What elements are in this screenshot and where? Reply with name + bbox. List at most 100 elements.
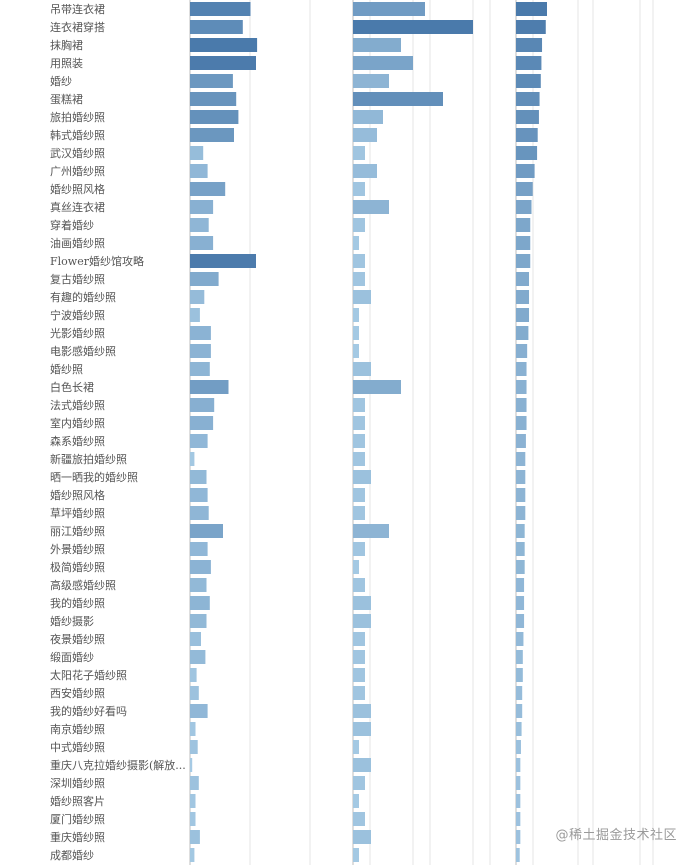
panel-1-bar xyxy=(190,308,200,322)
panel-2-bar xyxy=(353,542,365,556)
category-label: 新疆旅拍婚纱照 xyxy=(50,452,127,466)
panel-2-bar xyxy=(353,128,377,142)
panel-2-bar xyxy=(353,524,389,538)
panel-1-bar xyxy=(190,686,199,700)
panel-1-bar xyxy=(190,398,215,412)
panel-1-bar xyxy=(190,650,206,664)
panel-3-bar xyxy=(516,632,524,646)
category-label: 有趣的婚纱照 xyxy=(50,290,116,304)
panel-3-bar xyxy=(516,722,522,736)
category-label: 极简婚纱照 xyxy=(50,560,105,574)
panel-3-bar xyxy=(516,362,527,376)
panel-2-bar xyxy=(353,704,371,718)
panel-3-bar xyxy=(516,614,525,628)
panel-2-bar xyxy=(353,236,359,250)
panel-1-bar xyxy=(190,362,210,376)
category-label: 穿着婚纱 xyxy=(50,218,94,232)
category-label: 太阳花子婚纱照 xyxy=(50,668,127,682)
panel-1-bar xyxy=(190,416,214,430)
category-label: 晒一晒我的婚纱照 xyxy=(50,470,138,484)
category-label: 婚纱照风格 xyxy=(50,182,105,196)
category-label: 高级感婚纱照 xyxy=(50,578,116,592)
panel-2-bar xyxy=(353,794,359,808)
category-label: 用照装 xyxy=(50,57,83,70)
panel-3-bar xyxy=(516,146,538,160)
panel-3-bar xyxy=(516,560,525,574)
panel-3-bar xyxy=(516,344,528,358)
panel-1-bar xyxy=(190,128,234,142)
category-label: 夜景婚纱照 xyxy=(50,632,105,646)
panel-3-bar xyxy=(516,92,540,106)
panel-3-bar xyxy=(516,290,530,304)
category-label: 室内婚纱照 xyxy=(50,416,105,430)
panel-2-bar xyxy=(353,830,371,844)
category-label: 婚纱照客片 xyxy=(50,794,105,808)
panel-1-bar xyxy=(190,20,243,34)
category-label: 蛋糕裙 xyxy=(50,92,83,106)
category-label: 吊带连衣裙 xyxy=(50,2,105,16)
panel-3-bar xyxy=(516,128,538,142)
panel-3-bar xyxy=(516,74,541,88)
watermark: @稀土掘金技术社区 xyxy=(555,828,677,843)
panel-2-bar xyxy=(353,200,389,214)
panel-2-bar xyxy=(353,254,365,268)
panel-2-bar xyxy=(353,38,401,52)
panel-3-bar xyxy=(516,164,535,178)
panel-2-bar xyxy=(353,362,371,376)
panel-3-bar xyxy=(516,578,525,592)
category-label: 油画婚纱照 xyxy=(50,236,105,250)
panel-3-bar xyxy=(516,398,527,412)
category-label: 婚纱照风格 xyxy=(50,488,105,502)
category-label: 中式婚纱照 xyxy=(50,740,105,754)
panel-3-bar xyxy=(516,704,523,718)
panel-1-bar xyxy=(190,488,208,502)
panel-2-bar xyxy=(353,326,359,340)
panel-3-bar xyxy=(516,506,526,520)
category-label: 光影婚纱照 xyxy=(50,326,105,340)
category-label: 我的婚纱好看吗 xyxy=(50,704,127,718)
category-label: 旅拍婚纱照 xyxy=(50,110,105,124)
panel-2-bar xyxy=(353,146,365,160)
panel-1-bar xyxy=(190,704,208,718)
panel-1-bar xyxy=(190,326,211,340)
panel-3-bar xyxy=(516,542,525,556)
panel-3-bar xyxy=(516,272,530,286)
panel-1-bar xyxy=(190,560,211,574)
panel-2-bar xyxy=(353,668,365,682)
panel-3-bar xyxy=(516,110,539,124)
panel-3-bar xyxy=(516,524,525,538)
panel-1-bar xyxy=(190,848,195,862)
panel-3-bar xyxy=(516,182,533,196)
panel-2-bar xyxy=(353,578,365,592)
panel-2-bar xyxy=(353,344,359,358)
category-label: 重庆八克拉婚纱摄影(解放... xyxy=(50,758,186,772)
panel-2-bar xyxy=(353,290,371,304)
panel-1-bar xyxy=(190,56,256,70)
panel-1-bar xyxy=(190,506,209,520)
category-label: 广州婚纱照 xyxy=(50,164,105,178)
panel-2-bar xyxy=(353,74,389,88)
category-label: 婚纱摄影 xyxy=(50,614,94,628)
category-label: 森系婚纱照 xyxy=(50,434,105,448)
category-label: 白色长裙 xyxy=(50,380,94,394)
panel-1-bar xyxy=(190,794,196,808)
category-label: 电影感婚纱照 xyxy=(50,344,116,358)
panel-1-bar xyxy=(190,542,208,556)
panel-1-bar xyxy=(190,578,207,592)
category-label: 南京婚纱照 xyxy=(50,722,105,736)
panel-2-bar xyxy=(353,56,413,70)
panel-1-bar xyxy=(190,632,201,646)
panel-3-bar xyxy=(516,794,521,808)
category-label: Flower婚纱馆攻略 xyxy=(50,254,144,268)
panel-2-bar xyxy=(353,470,371,484)
panel-3-bar xyxy=(516,56,542,70)
panel-3-bar xyxy=(516,416,527,430)
panel-2-bar xyxy=(353,722,371,736)
category-label: 真丝连衣裙 xyxy=(50,200,105,214)
panel-2-bar xyxy=(353,650,365,664)
category-label: 缎面婚纱 xyxy=(50,650,94,664)
panel-3-bar xyxy=(516,758,521,772)
panel-2-bar xyxy=(353,452,365,466)
panel-3-bar xyxy=(516,812,521,826)
panel-2-bar xyxy=(353,632,365,646)
